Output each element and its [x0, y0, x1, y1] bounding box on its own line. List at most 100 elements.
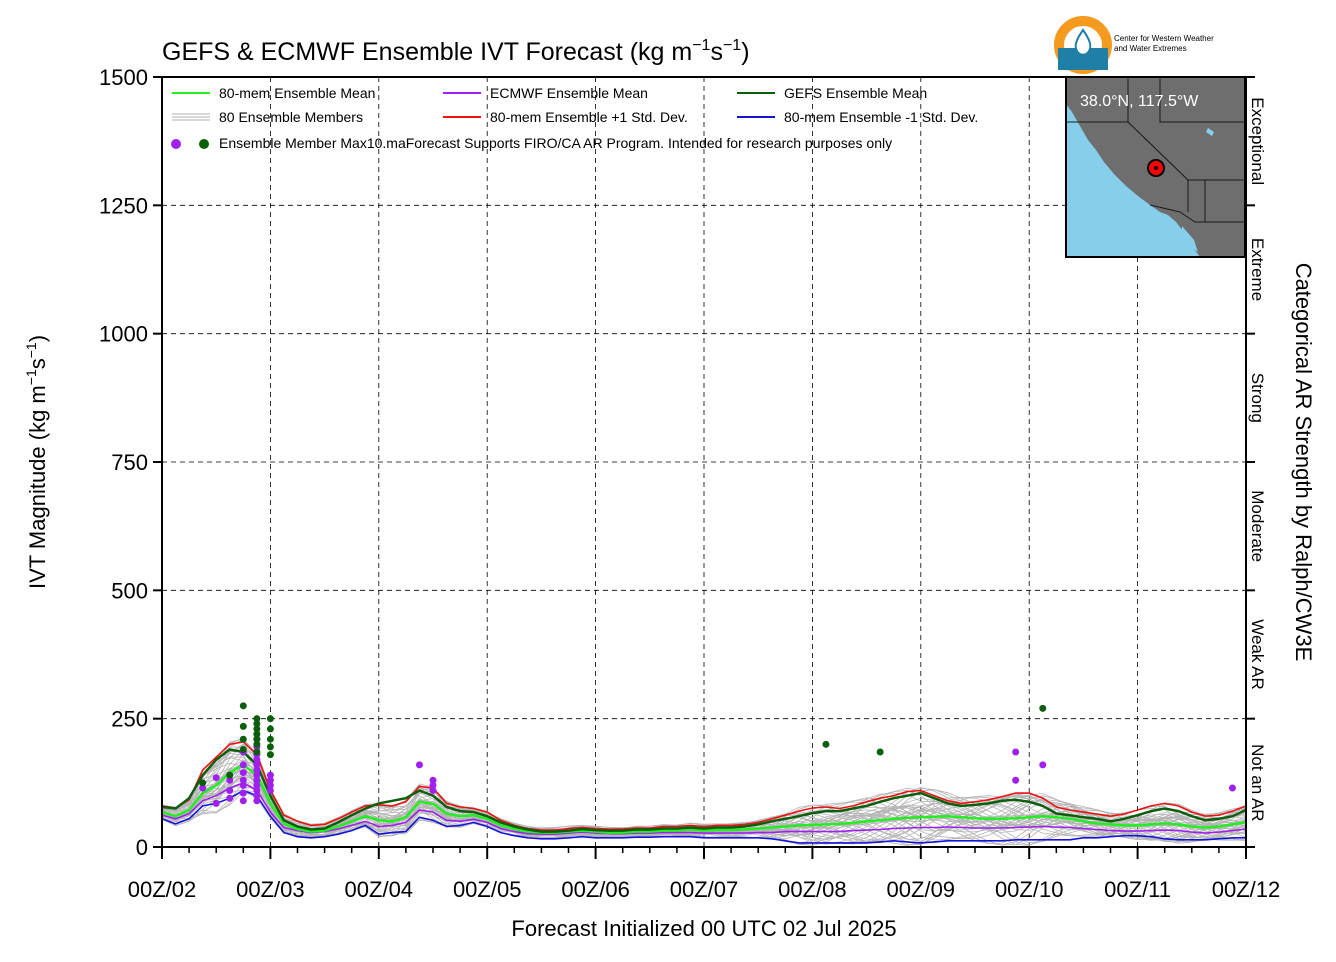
chart-title-sup2: −1: [723, 37, 741, 54]
ecmwf-member-max-dot: [266, 776, 274, 784]
legend-item-minus-std: 80-mem Ensemble -1 Std. Dev.: [737, 109, 978, 125]
y-tick-label: 500: [111, 578, 148, 603]
gefs-mean-line: [161, 748, 1247, 833]
gefs-member-max-dot: [253, 748, 261, 756]
ecmwf-member-max-dot: [415, 761, 423, 769]
ecmwf-member-max-dot: [266, 781, 274, 789]
location-marker-center: [1154, 166, 1158, 170]
ecmwf-member-max-dot: [253, 776, 261, 784]
ecmwf-member-max-dot: [239, 776, 247, 784]
x-axis-label: Forecast Initialized 00 UTC 02 Jul 2025: [511, 916, 896, 941]
ecmwf-member-max-dot: [429, 787, 437, 795]
ar-category-label: Exceptional: [1248, 97, 1267, 185]
map-lake: [1206, 128, 1214, 136]
gefs-member-max-dot: [253, 720, 261, 728]
ar-category-label: Weak AR: [1248, 619, 1267, 690]
legend-note: Forecast Supports FIRO/CA AR Program. In…: [406, 135, 892, 151]
map-borders: [1066, 77, 1245, 223]
legend-item-gefs-mean: GEFS Ensemble Mean: [737, 85, 927, 101]
ensemble-member-line: [161, 770, 1247, 844]
chart-title: GEFS & ECMWF Ensemble IVT Forecast (kg m…: [162, 37, 750, 66]
y-tick-label: 0: [136, 835, 148, 860]
gefs-member-max-dot: [199, 779, 207, 787]
legend-item-plus-std: 80-mem Ensemble +1 Std. Dev.: [443, 109, 688, 125]
y-tick-label: 1500: [99, 65, 148, 90]
ecmwf-member-max-dot: [266, 787, 274, 795]
ecmwf-member-max-dot: [1012, 748, 1020, 756]
logo-text-line2: and Water Extremes: [1114, 44, 1187, 53]
x-tick-label: 00Z/02: [128, 877, 197, 902]
chart-title-sup1: −1: [692, 37, 710, 54]
y-axis-label-sup2: −1: [23, 342, 39, 358]
legend-item-ensemble-mean: 80-mem Ensemble Mean: [172, 85, 375, 101]
ecmwf-member-max-dot: [239, 769, 247, 777]
y-axis-ticks: 0 250 500 750 1000 1250 1500: [99, 65, 1255, 860]
gefs-member-max-dot: [253, 735, 261, 743]
legend-label: 80-mem Ensemble -1 Std. Dev.: [784, 109, 978, 125]
ecmwf-member-max-dot: [226, 794, 234, 802]
x-tick-label: 00Z/05: [453, 877, 522, 902]
legend-item-ecmwf-mean: ECMWF Ensemble Mean: [443, 85, 648, 101]
x-tick-label: 00Z/12: [1212, 877, 1281, 902]
ar-category-label: Not an AR: [1248, 744, 1267, 822]
ensemble-mean-line: [161, 763, 1247, 834]
ecmwf-member-max-dot: [1228, 784, 1236, 792]
gefs-member-max-dot: [253, 725, 261, 733]
ecmwf-member-max-dot: [212, 799, 220, 807]
logo-text-line1: Center for Western Weather: [1114, 34, 1214, 43]
legend-label: 80 Ensemble Members: [219, 109, 363, 125]
x-tick-label: 00Z/06: [561, 877, 630, 902]
ecmwf-member-max-dot: [429, 781, 437, 789]
series-lines: [161, 740, 1247, 844]
ecmwf-member-max-dot: [1012, 776, 1020, 784]
legend-dots-text: Ensemble Member Max10.ma: [219, 135, 406, 151]
y-axis-label-main: IVT Magnitude (kg m: [25, 385, 50, 589]
legend: 80-mem Ensemble Mean ECMWF Ensemble Mean…: [171, 85, 978, 151]
y-tick-label: 750: [111, 450, 148, 475]
gefs-member-max-dot: [239, 735, 247, 743]
ecmwf-member-max-dot: [239, 797, 247, 805]
ecmwf-member-max-dot: [212, 774, 220, 782]
ecmwf-mean-line: [161, 781, 1247, 836]
ecmwf-member-max-dot: [226, 787, 234, 795]
x-tick-label: 00Z/10: [995, 877, 1064, 902]
legend-label: 80-mem Ensemble Mean: [219, 85, 375, 101]
y-axis-label-mid: s: [25, 358, 50, 369]
legend-label: GEFS Ensemble Mean: [784, 85, 927, 101]
legend-dot-gefs: [199, 139, 209, 149]
x-tick-label: 00Z/04: [345, 877, 414, 902]
y-tick-label: 1000: [99, 322, 148, 347]
ecmwf-member-max-dot: [253, 792, 261, 800]
x-tick-label: 00Z/11: [1104, 877, 1171, 902]
legend-label: 80-mem Ensemble +1 Std. Dev.: [490, 109, 688, 125]
gefs-member-max-dot: [266, 725, 274, 733]
gefs-member-max-dot: [1039, 704, 1047, 712]
gefs-member-max-dot: [266, 735, 274, 743]
legend-item-members: 80 Ensemble Members: [172, 109, 363, 125]
y-tick-label: 250: [111, 707, 148, 732]
ar-category-label: Moderate: [1248, 490, 1267, 562]
plus-std-line: [161, 740, 1247, 831]
gefs-member-max-dot: [266, 751, 274, 759]
x-tick-label: 00Z/07: [670, 877, 739, 902]
member-max-dots: [199, 702, 1236, 807]
ecmwf-member-max-dot: [253, 766, 261, 774]
minus-std-line: [161, 789, 1246, 844]
gefs-member-max-dot: [239, 702, 247, 710]
gefs-member-max-dot: [253, 715, 261, 723]
ecmwf-member-max-dot: [253, 756, 261, 764]
ecmwf-member-max-dot: [239, 781, 247, 789]
chart-title-end: ): [741, 38, 749, 66]
ecmwf-member-max-dot: [253, 781, 261, 789]
ecmwf-member-max-dot: [253, 761, 261, 769]
y-axis-label: IVT Magnitude (kg m−1s−1): [23, 335, 50, 589]
gefs-member-max-dot: [239, 745, 247, 753]
gefs-member-max-dot: [239, 722, 247, 730]
y-axis-label-sup1: −1: [23, 369, 39, 385]
ecmwf-member-max-dot: [253, 787, 261, 795]
x-tick-label: 00Z/09: [887, 877, 956, 902]
gefs-member-max-dot: [876, 748, 884, 756]
legend-item-dots: Ensemble Member Max10.maForecast Support…: [171, 135, 892, 151]
